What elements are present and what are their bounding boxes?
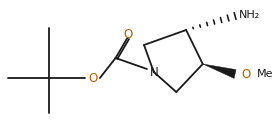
Text: Me: Me	[257, 69, 273, 79]
Polygon shape	[203, 64, 236, 78]
Text: N: N	[149, 67, 158, 79]
Text: NH₂: NH₂	[239, 10, 260, 20]
Text: O: O	[88, 72, 98, 86]
Text: O: O	[124, 29, 133, 42]
Text: O: O	[241, 67, 251, 80]
